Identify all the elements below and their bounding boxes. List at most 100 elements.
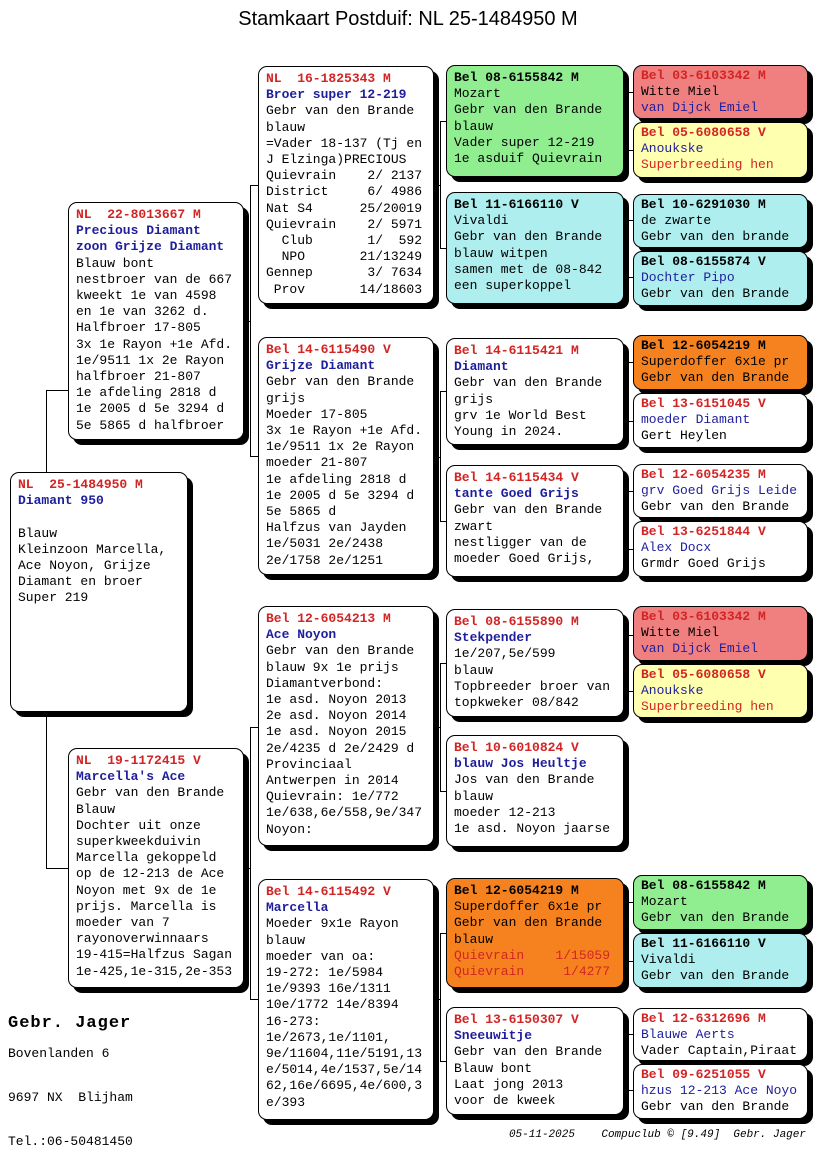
connector-line [46,868,68,869]
pedigree-line: Diamantverbond: [266,675,384,691]
pedigree-line: 10e/1772 14e/8394 [266,997,399,1013]
pedigree-line: Bel 09-6251055 V [641,1067,766,1082]
pedigree-box-ggp7: Bel 12-6054219 M Superdoffer 6x1e pr Gebr … [446,878,624,988]
connector-line [250,456,258,457]
footer-credits: 05-11-2025 Compuclub © [9.49] Gebr. Jage… [508,1129,806,1141]
pedigree-line: Superbreeding hen [641,156,774,172]
pedigree-line: Dochter Pipo [641,269,735,285]
pedigree-line: Vivaldi [641,951,696,967]
pedigree-line: NL 19-1172415 V [76,753,201,768]
pedigree-line: Bel 12-6054213 M [266,611,391,626]
connector-line [624,933,628,934]
pedigree-line: blauw [266,119,306,135]
connector-line [46,390,47,472]
pedigree-line: blauw [454,931,494,947]
pedigree-line: Laat jong 2013 [454,1076,564,1092]
pedigree-line: grv 1e World Best [454,407,587,423]
owner-city: 9697 NX Blijham [8,1090,133,1105]
connector-line [244,868,250,869]
pedigree-line: Bel 08-6155874 V [641,254,766,269]
pedigree-line: 1e/638,6e/558,9e/347 [266,805,423,821]
pedigree-box-gggp2: Bel 05-6080658 V Anoukske Superbreeding he… [633,122,808,178]
connector-line [628,421,633,422]
connector-line [628,277,633,278]
pedigree-line: 19-415=Halfzus Sagan [76,947,233,963]
pedigree-line: Marcella gekoppeld [76,850,217,866]
pedigree-line: Sneeuwitje [454,1028,533,1044]
pedigree-line: Bel 13-6150307 V [454,1012,579,1027]
connector-line [628,961,633,962]
pedigree-line: 62,16e/6695,4e/600,3 [266,1078,423,1094]
pedigree-line: 1e asduif Quievrain [454,151,603,167]
pedigree-line: Gebr van den Brande [641,967,790,983]
pedigree-line: NL 22-8013667 M [76,207,201,222]
pedigree-line: Quievrain 1/15059 [454,947,611,963]
owner-street: Bovenlanden 6 [8,1046,110,1061]
pedigree-line: Quievrain: 1e/772 [266,789,399,805]
pedigree-line: Bel 10-6010824 V [454,740,579,755]
pedigree-line: Gennep 3/ 7634 [266,265,423,281]
pedigree-line: 2e/1758 2e/1251 [266,552,384,568]
pedigree-line: Bel 08-6155842 M [641,878,766,893]
pedigree-line: Bel 11-6166110 V [454,197,579,212]
connector-line [440,391,446,392]
pedigree-line: rayonoverwinnaars [76,931,209,947]
pedigree-line: 1e/9393 16e/1311 [266,981,391,997]
pedigree-line: 3x 1e Rayon +1e Afd. [266,423,423,439]
connector-line [440,933,441,1062]
pedigree-line: Anoukske [641,682,704,698]
pedigree-line: NL 25-1484950 M [18,477,143,492]
pedigree-line: 9e/11604,11e/5191,13 [266,1046,423,1062]
connector-line [434,185,440,186]
connector-line [440,248,446,249]
pedigree-line: 1e-425,1e-315,2e-353 [76,963,233,979]
pedigree-line: Bel 08-6155842 M [454,70,579,85]
pedigree-box-ggp5: Bel 08-6155890 M Stekpender 1e/207,5e/599 b… [446,609,624,717]
connector-line [244,321,250,322]
connector-line [624,248,628,249]
pedigree-line: Halfbroer 17-805 [76,320,201,336]
connector-line [46,712,47,869]
pedigree-line: Gebr van den Brande [76,785,225,801]
pedigree-line: Kleinzoon Marcella, [18,541,167,557]
pedigree-line: 2e/4235 d 2e/2429 d [266,740,415,756]
pedigree-line: Bel 13-6251844 V [641,524,766,539]
pedigree-line: NL 16-1825343 M [266,71,391,86]
connector-line [440,521,446,522]
pedigree-line: Bel 14-6115490 V [266,342,391,357]
pedigree-box-gggp9: Bel 03-6103342 M Witte Miel van Dijck Emie… [633,606,808,661]
pedigree-line: 1e afdeling 2818 d [76,385,217,401]
pedigree-line: Moeder 9x1e Rayon [266,916,399,932]
pedigree-line: Superdoffer 6x1e pr [454,899,603,915]
pedigree-line: Ace Noyon [266,627,337,643]
pedigree-line: Gebr van den Brande [641,285,790,301]
pedigree-line: Bel 14-6115434 V [454,470,579,485]
pedigree-line: Gebr van den Brande [641,1098,790,1114]
connector-line [46,390,68,391]
pedigree-line: blauw [454,118,494,134]
pedigree-line: moeder van 7 [76,915,170,931]
pedigree-line: Blauw [76,801,116,817]
pedigree-line: nestbroer van de 667 [76,271,233,287]
page-title: Stamkaart Postduif: NL 25-1484950 M [238,8,578,30]
connector-line [628,362,633,363]
pedigree-line: Provinciaal [266,756,352,772]
pedigree-line: blauw [454,662,494,678]
pedigree-line: 2e asd. Noyon 2014 [266,708,407,724]
pedigree-line: Blauw [18,525,58,541]
pedigree-line: 1e 2005 d 5e 3294 d [76,401,225,417]
pedigree-line: Bel 13-6151045 V [641,396,766,411]
pedigree-line: voor de kweek [454,1093,556,1109]
connector-line [440,663,441,792]
pedigree-box-gggp13: Bel 08-6155842 M Mozart Gebr van den Brand… [633,875,808,930]
connector-line [250,185,258,186]
pedigree-line: Gebr van den Brande [641,369,790,385]
pedigree-line: blauw witpen [454,245,548,261]
pedigree-line: Dochter uit onze [76,817,201,833]
pedigree-line: Diamant 950 [18,493,104,509]
pedigree-line: topkweker 08/842 [454,695,579,711]
